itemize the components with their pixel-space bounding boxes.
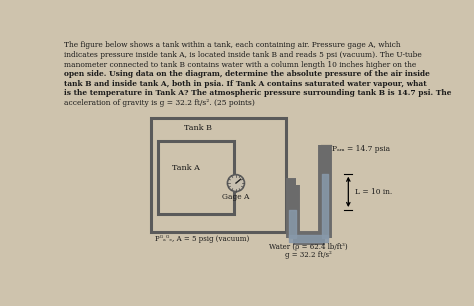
Text: L = 10 in.: L = 10 in. — [355, 188, 392, 196]
Text: Pᴳₐᴳₑ, A = 5 psig (vacuum): Pᴳₐᴳₑ, A = 5 psig (vacuum) — [155, 235, 249, 243]
Bar — [158, 141, 235, 214]
Text: tank B and inside tank A, both in psia. If Tank A contains saturated water vapou: tank B and inside tank A, both in psia. … — [64, 80, 427, 88]
Text: Pₐₘ = 14.7 psia: Pₐₘ = 14.7 psia — [332, 145, 390, 153]
Text: Tank A: Tank A — [173, 164, 201, 172]
Text: Water (ρ = 62.4 lb/ft³): Water (ρ = 62.4 lb/ft³) — [270, 243, 348, 251]
Text: The figure below shows a tank within a tank, each containing air. Pressure gage : The figure below shows a tank within a t… — [64, 41, 401, 49]
Bar — [151, 118, 286, 232]
Text: manometer connected to tank B contains water with a column length 10 inches high: manometer connected to tank B contains w… — [64, 61, 416, 69]
Text: open side. Using data on the diagram, determine the absolute pressure of the air: open side. Using data on the diagram, de… — [64, 70, 430, 78]
Circle shape — [228, 175, 245, 192]
Text: indicates pressure inside tank A, is located inside tank B and reads 5 psi (vacu: indicates pressure inside tank A, is loc… — [64, 51, 422, 59]
Text: g = 32.2 ft/s²: g = 32.2 ft/s² — [285, 251, 332, 259]
Text: is the temperature in Tank A? The atmospheric pressure surrounding tank B is 14.: is the temperature in Tank A? The atmosp… — [64, 89, 451, 98]
Text: Tank B: Tank B — [184, 124, 212, 132]
Text: Gage A: Gage A — [222, 193, 250, 201]
Text: acceleration of gravity is g = 32.2 ft/s². (25 points): acceleration of gravity is g = 32.2 ft/s… — [64, 99, 255, 107]
